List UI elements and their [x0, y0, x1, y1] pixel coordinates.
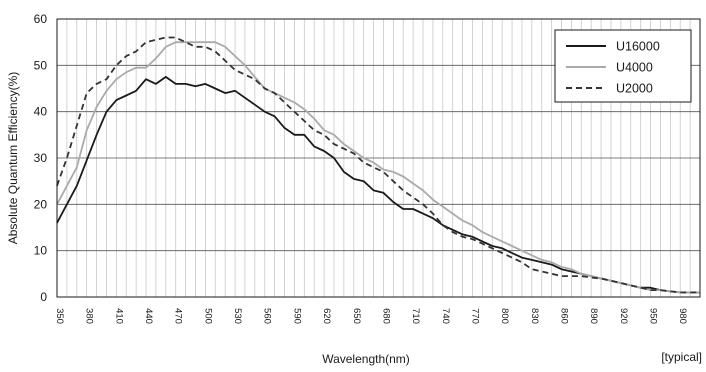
x-tick-label: 560 [262, 308, 273, 324]
legend-label-u16000: U16000 [616, 40, 660, 54]
x-tick-label: 500 [202, 308, 213, 324]
series-line-u16000 [56, 76, 700, 294]
legend: U16000 U4000 U2000 [554, 29, 692, 103]
x-tick-label: 410 [113, 308, 124, 324]
y-tick-label: 20 [34, 197, 48, 211]
x-tick-label: 680 [380, 308, 391, 324]
x-tick-label: 740 [440, 308, 451, 324]
y-tick-label: 30 [34, 151, 48, 165]
x-tick-label: 380 [84, 308, 95, 324]
typical-note: [typical] [661, 350, 702, 364]
series-lines [56, 36, 700, 294]
x-tick-label: 470 [173, 308, 184, 324]
x-tick-label: 650 [351, 308, 362, 324]
x-tick-label: 530 [232, 308, 243, 324]
x-tick-label: 440 [143, 308, 154, 324]
y-tick-label: 60 [34, 12, 48, 26]
legend-label-u2000: U2000 [616, 82, 653, 96]
x-tick-label: 890 [588, 308, 599, 324]
x-tick-label: 800 [499, 308, 510, 324]
y-tick-label: 50 [34, 58, 48, 72]
x-tick-label: 830 [529, 308, 540, 324]
x-tick-label: 710 [410, 308, 421, 324]
y-tick-label: 10 [34, 244, 48, 258]
y-tick-label: 40 [34, 105, 48, 119]
x-tick-label: 350 [54, 308, 65, 324]
x-tick-label: 950 [648, 308, 659, 324]
y-axis-label: Absolute Quantum Efficiency(%) [6, 72, 20, 245]
series-line-u4000 [56, 41, 700, 294]
x-tick-label: 590 [291, 308, 302, 324]
x-tick-label: 770 [469, 308, 480, 324]
x-axis-label: Wavelength(nm) [322, 352, 410, 366]
x-tick-labels: 350 380 410 440 470 500 530 560 590 620 650 680 710 7… [54, 308, 688, 324]
y-tick-labels: 0 10 20 30 40 50 60 [34, 12, 48, 304]
series-line-u2000 [56, 36, 700, 294]
y-tick-label: 0 [40, 290, 47, 304]
x-tick-label: 920 [618, 308, 629, 324]
x-tick-label: 980 [677, 308, 688, 324]
x-tick-label: 860 [559, 308, 570, 324]
plot-frame [56, 18, 701, 298]
legend-label-u4000: U4000 [616, 61, 653, 75]
x-tick-label: 620 [321, 308, 332, 324]
